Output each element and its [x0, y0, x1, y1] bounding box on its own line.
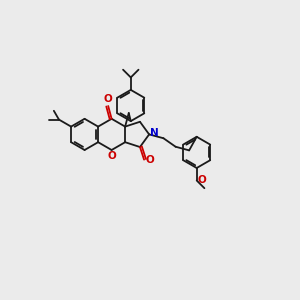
Text: O: O — [107, 151, 116, 160]
Text: O: O — [104, 94, 112, 103]
Text: O: O — [146, 154, 154, 165]
Text: N: N — [150, 128, 159, 138]
Text: O: O — [198, 176, 207, 185]
